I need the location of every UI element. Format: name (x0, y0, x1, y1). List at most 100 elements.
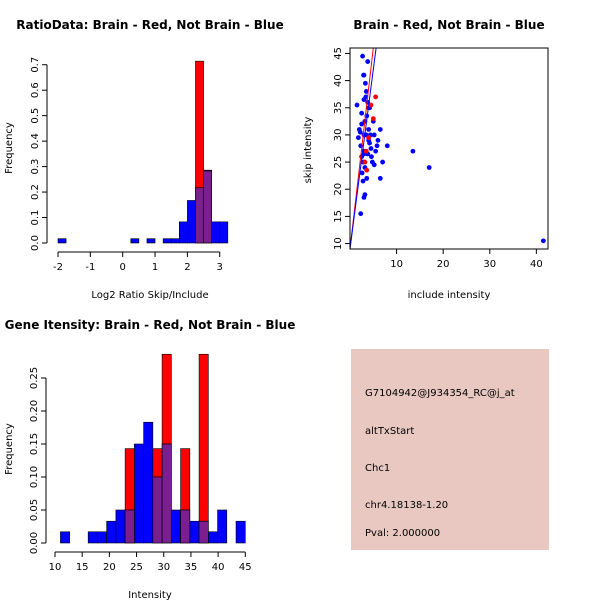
intensity-y-tick-label: 0.20 (29, 400, 40, 422)
scatter-point-brain (364, 167, 370, 173)
ratio-y-tick-label: 0.3 (30, 159, 41, 175)
ratio-histogram-xlabel: Log2 Ratio Skip/Include (91, 290, 208, 301)
intensity-bar-not-brain (60, 531, 70, 544)
scatter-plot-area (350, 48, 546, 249)
scatter-xlabel: include intensity (408, 290, 491, 301)
intensity-y-tick-label: 0.05 (29, 499, 40, 521)
intensity-bar-not-brain (134, 443, 144, 544)
scatter-point-not-brain (374, 143, 380, 149)
intensity-bar-brain (198, 353, 209, 522)
probe-id-text: G7104942@J934354_RC@j_at (365, 388, 515, 399)
ratio-y-tick-label: 0.1 (30, 210, 41, 226)
scatter-title: Brain - Red, Not Brain - Blue (353, 18, 544, 32)
ratio-bar-not-brain (146, 238, 156, 244)
scatter-x-tick-label: 30 (483, 259, 496, 270)
scatter-point-brain (362, 159, 368, 165)
scatter-point-not-brain (364, 175, 370, 181)
intensity-histogram-xlabel: Intensity (128, 590, 172, 600)
scatter-y-tick-label: 40 (333, 74, 344, 87)
scatter-point-not-brain (368, 146, 374, 151)
scatter-point-brain (363, 148, 369, 154)
scatter-point-not-brain (358, 211, 364, 217)
scatter-point-not-brain (359, 110, 365, 116)
scatter-x-tick-label: 20 (437, 259, 450, 270)
pval-text: Pval: 2.000000 (365, 528, 440, 539)
intensity-histogram-ylabel: Frequency (4, 423, 15, 475)
ratio-bar-not-brain (130, 238, 140, 244)
scatter-point-not-brain (354, 102, 360, 108)
intensity-y-tick-label: 0.10 (29, 466, 40, 488)
ratio-bar-not-brain (211, 221, 221, 244)
ratio-y-tick-label: 0.7 (30, 57, 41, 73)
intensity-x-tick-label: 20 (103, 562, 116, 573)
intensity-histogram-title: Gene Itensity: Brain - Red, Not Brain - … (5, 318, 296, 332)
intensity-bar-overlap (152, 476, 163, 544)
scatter-point-brain (373, 94, 379, 100)
ratio-y-tick-label: 0.0 (30, 235, 41, 251)
scatter-point-not-brain (366, 127, 372, 132)
ratio-bar-not-brain (187, 200, 196, 244)
intensity-bar-overlap (180, 509, 191, 544)
scatter-point-not-brain (367, 140, 372, 146)
scatter-point-brain (370, 116, 376, 122)
scatter-point-not-brain (360, 178, 366, 184)
intensity-x-tick-label: 25 (130, 562, 143, 573)
intensity-bar-not-brain (143, 421, 154, 544)
intensity-bar-not-brain (235, 520, 246, 544)
scatter-point-not-brain (355, 135, 361, 141)
intensity-bar-brain (124, 448, 135, 511)
intensity-y-tick-label: 0.00 (29, 532, 40, 554)
scatter-plot-frame (349, 47, 549, 250)
intensity-bar-not-brain (217, 509, 228, 544)
scatter-y-tick-label: 35 (333, 101, 344, 114)
scatter-point-not-brain (365, 59, 371, 64)
ratio-bar-not-brain (162, 238, 172, 244)
intensity-bar-not-brain (208, 531, 218, 544)
intensity-bar-overlap (198, 520, 209, 544)
scatter-point-brain (368, 102, 374, 108)
scatter-point-not-brain (363, 89, 369, 94)
intensity-bar-not-brain (115, 509, 126, 544)
intensity-x-tick-label: 15 (76, 562, 89, 573)
scatter-point-not-brain (361, 97, 367, 103)
scatter-ylabel: skip intensity (303, 117, 314, 184)
scatter-point-not-brain (373, 148, 379, 154)
scatter-y-tick-label: 45 (333, 47, 344, 60)
scatter-y-tick-label: 10 (333, 237, 344, 250)
ratio-bar-brain (195, 60, 204, 189)
scatter-point-not-brain (375, 137, 381, 143)
scatter-point-not-brain (410, 148, 416, 154)
intensity-x-tick-label: 35 (185, 562, 198, 573)
event-type-text: altTxStart (365, 426, 414, 437)
ratio-x-tick-label: 1 (152, 262, 158, 273)
ratio-bar-not-brain (170, 238, 180, 244)
ratio-x-tick-label: 2 (184, 262, 190, 273)
scatter-y-tick-label: 30 (333, 129, 344, 142)
scatter-blue-fit-line (350, 48, 377, 249)
ratio-bar-overlap (195, 187, 204, 244)
scatter-point-not-brain (361, 72, 366, 78)
scatter-x-tick-label: 40 (530, 259, 543, 270)
intensity-bar-not-brain (87, 531, 98, 544)
scatter-point-not-brain (361, 194, 367, 200)
scatter-point-not-brain (371, 132, 377, 138)
ratio-histogram-ylabel: Frequency (4, 122, 15, 174)
ratio-bar-not-brain (219, 221, 229, 244)
ratio-y-tick-label: 0.2 (30, 184, 41, 200)
scatter-point-not-brain (426, 165, 432, 170)
intensity-bar-overlap (124, 509, 135, 544)
scatter-point-not-brain (377, 175, 383, 181)
scatter-point-not-brain (380, 159, 386, 165)
intensity-x-tick-label: 30 (157, 562, 170, 573)
ratio-bar-overlap (203, 170, 212, 244)
intensity-x-tick-label: 40 (212, 562, 225, 573)
ratio-histogram-title: RatioData: Brain - Red, Not Brain - Blue (16, 18, 283, 32)
ratio-bar-not-brain (179, 221, 188, 244)
ratio-x-tick-label: -1 (85, 262, 95, 273)
scatter-point-not-brain (357, 129, 363, 135)
intensity-bar-not-brain (171, 509, 181, 544)
scatter-y-tick-label: 20 (333, 183, 344, 196)
intensity-bar-not-brain (97, 531, 107, 544)
